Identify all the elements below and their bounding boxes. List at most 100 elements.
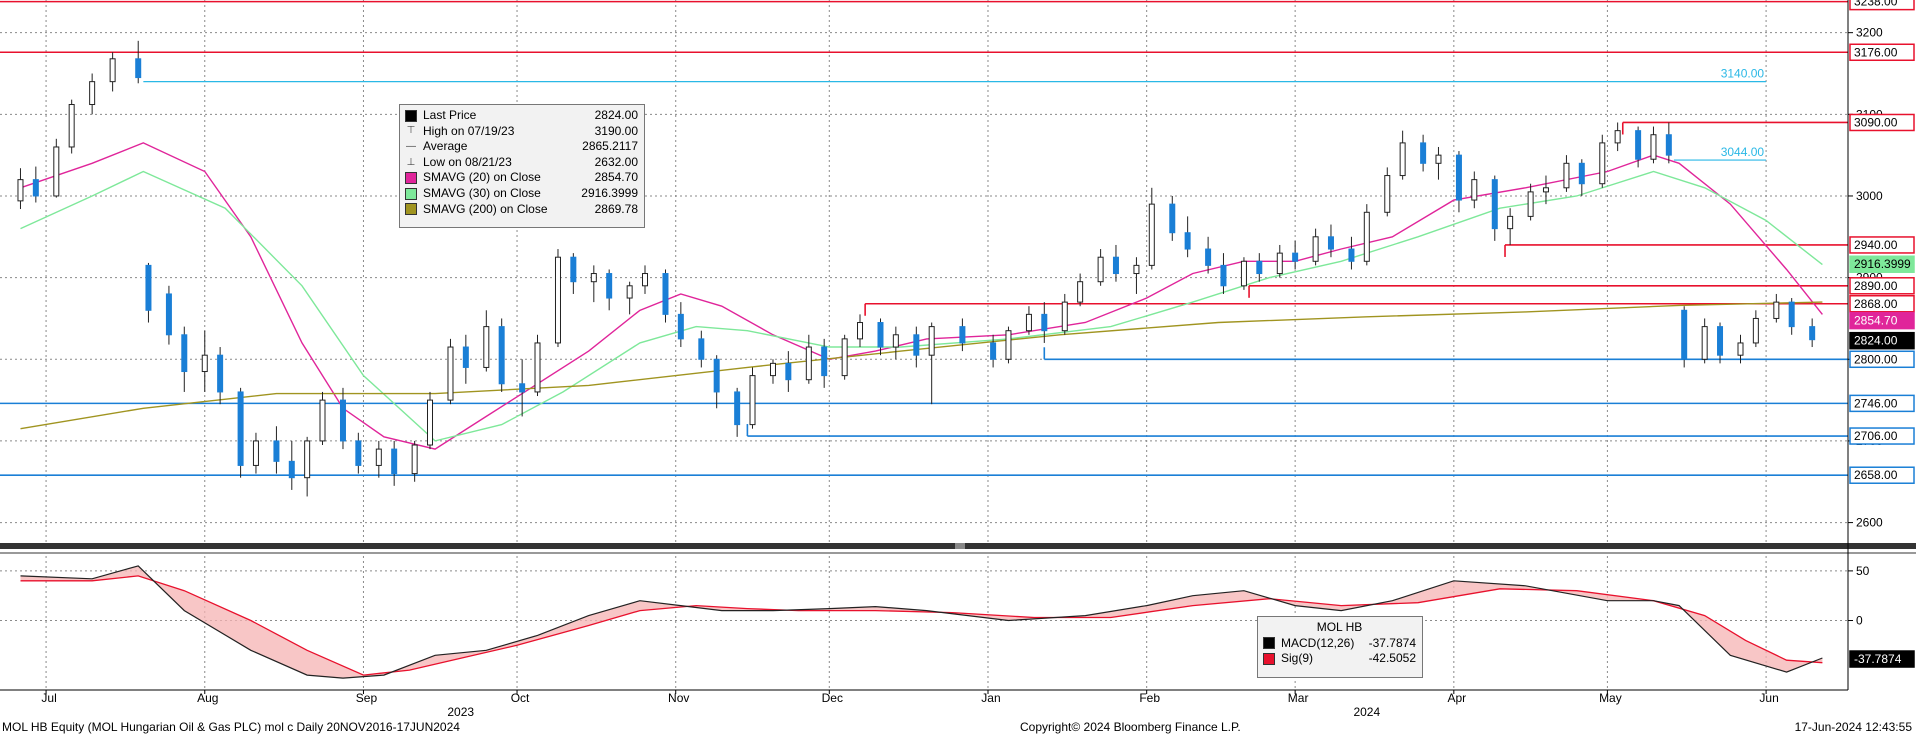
candle-body [237, 391, 244, 466]
candle-body [375, 448, 382, 466]
candle-body [1169, 203, 1176, 234]
candle [1169, 195, 1176, 241]
candle [662, 269, 669, 323]
candle-body [1348, 248, 1355, 262]
candle-body [319, 399, 326, 442]
candle [1527, 183, 1534, 221]
candle-body [590, 273, 597, 283]
macd-histogram-fill [20, 565, 1823, 679]
legend-series-value: 2854.70 [594, 170, 638, 185]
candle [1809, 318, 1816, 348]
candle [734, 387, 741, 437]
candle-body [89, 81, 96, 106]
candle-body [913, 334, 920, 356]
candle [1773, 293, 1780, 323]
macd-legend-row: Sig(9) -42.5052 [1263, 651, 1416, 667]
level-value-tag-box [1849, 0, 1915, 11]
candle-body [519, 383, 526, 393]
candle [288, 440, 295, 490]
candle-body [857, 322, 864, 340]
candle [1312, 228, 1319, 266]
candle [498, 318, 505, 392]
candle-body [411, 444, 418, 475]
legend-series-value: -42.5052 [1368, 651, 1416, 666]
candle [1041, 302, 1048, 343]
macd-legend-title: MOL HB [1316, 620, 1363, 634]
legend-series-name: Last Price [423, 108, 477, 122]
candle [201, 330, 208, 392]
moving-average-line [20, 170, 1823, 442]
candle-body [959, 326, 966, 344]
candle-body [877, 322, 884, 348]
candle [642, 265, 649, 294]
level-value-tag-text: 2868.00 [1854, 297, 1898, 311]
candle [1077, 273, 1084, 307]
candle [181, 326, 188, 392]
price-legend-row: ⊤ High on 07/19/23 3190.00 [405, 124, 638, 140]
level-value-tag-box [1849, 394, 1915, 413]
candle [1220, 253, 1227, 294]
price-legend: Last Price 2824.00 ⊤ High on 07/19/23 3190.0… [399, 104, 645, 228]
macd-panel [20, 565, 1823, 679]
month-tick-label: Apr [1447, 691, 1466, 705]
candle [1327, 224, 1334, 258]
candle-body [928, 326, 935, 356]
legend-series-value: 3190.00 [594, 123, 638, 138]
candle-body [1701, 326, 1708, 360]
candle-body [534, 342, 541, 393]
candle [32, 166, 39, 203]
candle [749, 367, 756, 429]
candle [821, 338, 828, 388]
candle-body [339, 399, 346, 442]
sma20-value-tag: 2854.70 [1849, 311, 1915, 330]
level-value-tag-box [1849, 43, 1915, 62]
candle [606, 269, 613, 311]
candle [990, 334, 997, 368]
cyan-level-label: 3140.00 [1721, 67, 1765, 81]
candle-body [1599, 142, 1606, 185]
candle-body [734, 391, 741, 426]
candle [1491, 175, 1498, 241]
candle [785, 351, 792, 392]
candle-body [626, 285, 633, 299]
price-legend-row: SMAVG (200) on Close 2869.78 [405, 202, 638, 218]
candle [1240, 257, 1247, 290]
price-legend-row: Last Price 2824.00 [405, 108, 638, 124]
level-value-tag: 2868.00 [1849, 295, 1915, 313]
price-legend-row: ⊥ Low on 08/21/23 2632.00 [405, 155, 638, 171]
year-tick-label: 2024 [1353, 705, 1380, 719]
candle [877, 318, 884, 356]
candle [1363, 204, 1370, 266]
candle-body [1133, 264, 1140, 275]
candle [1112, 244, 1119, 282]
level-value-tag-box [1849, 427, 1915, 445]
level-value-tag: 3238.00 [1849, 0, 1915, 11]
candle [53, 138, 60, 198]
candles [17, 40, 1816, 497]
level-value-tag-text: 3176.00 [1854, 45, 1898, 59]
month-tick-label: Jun [1759, 691, 1778, 705]
candle-body [427, 399, 434, 446]
candle [1507, 208, 1514, 245]
candle [304, 436, 311, 497]
candle-body [17, 179, 24, 202]
candle [1599, 134, 1606, 188]
level-value-tag-box [1849, 466, 1915, 484]
macd-value-tag-text: -37.7874 [1854, 652, 1902, 666]
candle-body [769, 362, 776, 377]
candle [769, 359, 776, 384]
candle-body [1737, 342, 1744, 356]
candle-body [1491, 179, 1498, 230]
candle-body [252, 440, 259, 466]
candle-body [462, 346, 469, 368]
candle-body [1077, 281, 1084, 303]
legend-marker-icon: ⊤ [406, 125, 416, 137]
candle [319, 391, 326, 446]
last-price-tag-box [1849, 331, 1915, 350]
level-value-tag-box [1849, 236, 1915, 254]
candle [1292, 240, 1299, 270]
candle-body [1363, 211, 1370, 262]
candle [411, 440, 418, 482]
candle [1399, 130, 1406, 180]
